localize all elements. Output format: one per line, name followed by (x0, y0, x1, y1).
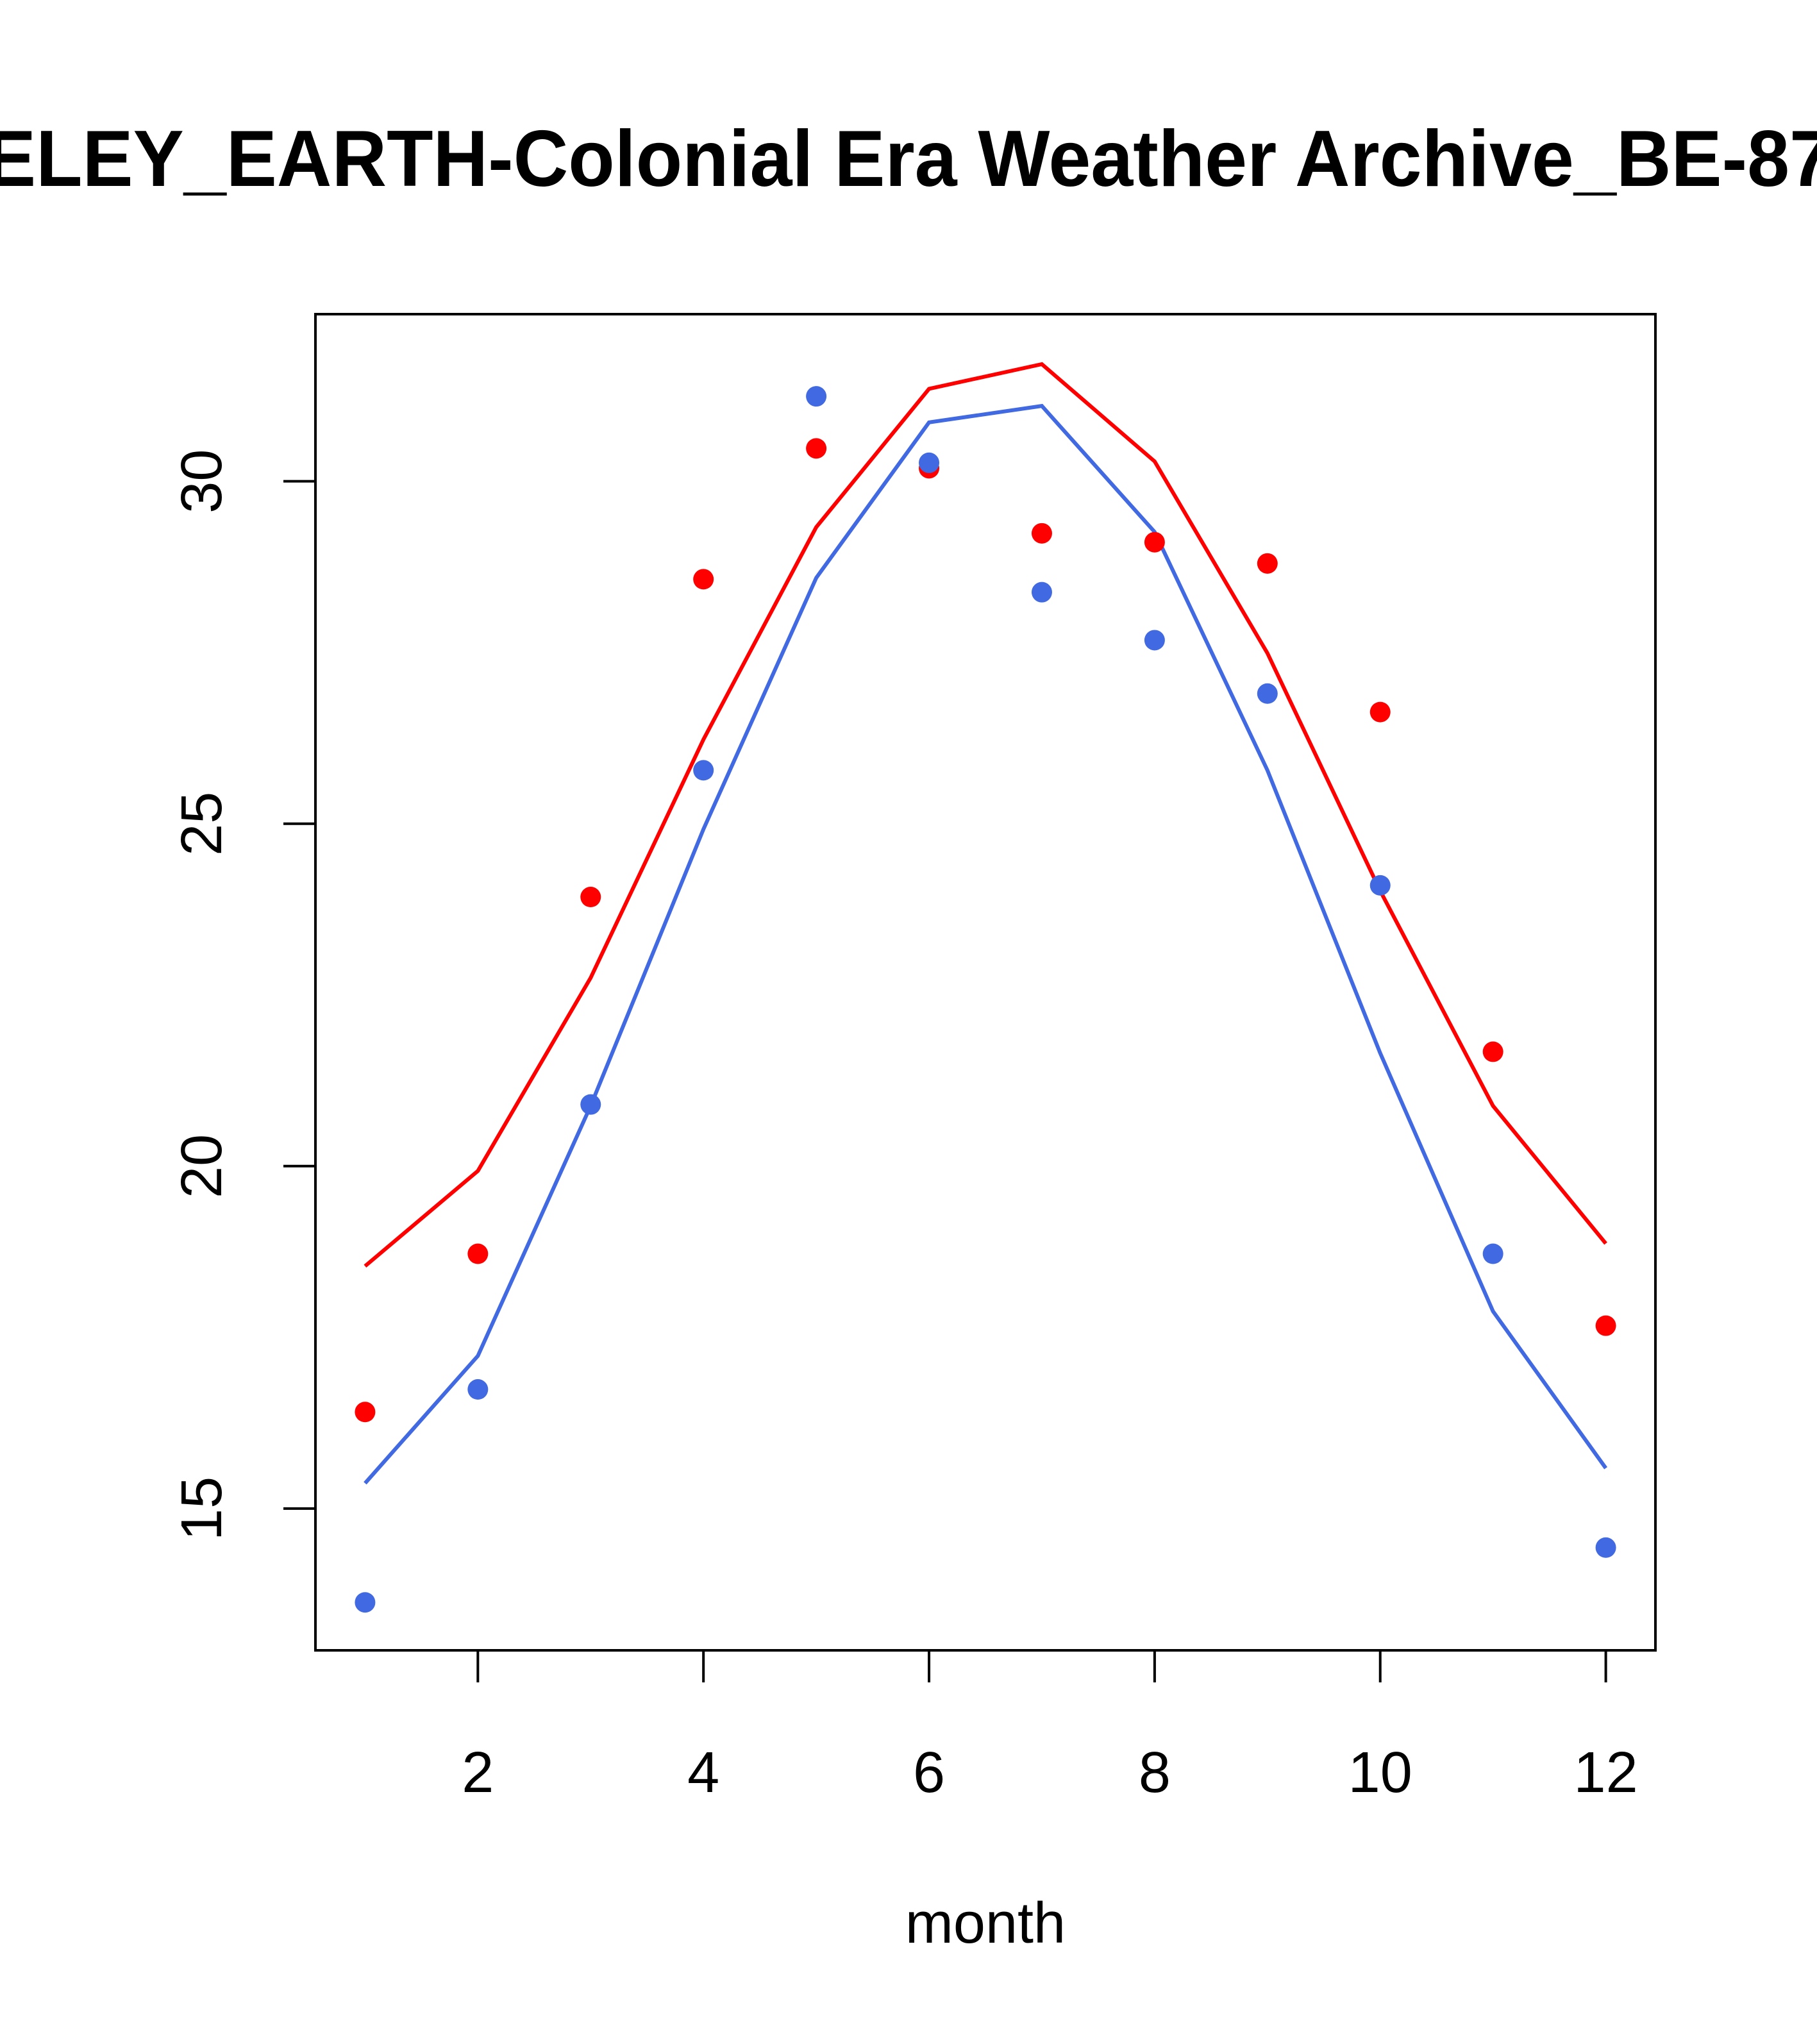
blue-points-point (1369, 875, 1391, 896)
x-tick-label: 2 (462, 1741, 494, 1805)
x-tick-label: 6 (913, 1741, 945, 1805)
red-points-point (1369, 701, 1391, 723)
blue-points-point (1257, 683, 1278, 704)
red-points-point (355, 1402, 376, 1423)
blue-points-point (467, 1379, 489, 1400)
blue-points-point (1595, 1537, 1616, 1558)
blue-points-point (1144, 630, 1165, 651)
blue-points-point (1482, 1243, 1503, 1264)
red-points-point (1257, 553, 1278, 574)
red-points-point (467, 1243, 489, 1264)
red-points-point (580, 887, 601, 908)
y-tick-label: 30 (170, 449, 234, 514)
y-tick-label: 25 (170, 792, 234, 856)
red-points-point (1031, 523, 1052, 544)
red-points-point (693, 569, 714, 590)
red-line (364, 362, 1607, 1268)
x-axis-label: month (905, 1891, 1066, 1956)
blue-points-point (919, 452, 940, 473)
blue-points-point (355, 1592, 376, 1613)
red-points-point (806, 438, 827, 459)
red-points-point (1482, 1041, 1503, 1062)
x-tick-label: 10 (1348, 1741, 1412, 1805)
x-tick-label: 4 (687, 1741, 719, 1805)
x-axis: 2 4 6 8 10 12 (462, 1649, 1638, 1805)
blue-line (364, 403, 1608, 1485)
blue-points-point (1031, 582, 1052, 603)
blue-points-point (580, 1094, 601, 1115)
y-axis: 15 20 25 30 (170, 449, 317, 1541)
plot-frame (314, 313, 1657, 1652)
series-layer (355, 362, 1616, 1613)
x-tick-label: 8 (1139, 1741, 1171, 1805)
x-tick-label: 12 (1574, 1741, 1638, 1805)
blue-points-point (693, 760, 714, 781)
red-points-point (1595, 1315, 1616, 1336)
chart-title: ELEY_EARTH-Colonial Era Weather Archive_… (0, 115, 1817, 203)
red-points-point (1144, 532, 1165, 553)
y-tick-label: 15 (170, 1477, 234, 1541)
y-tick-label: 20 (170, 1134, 234, 1198)
blue-points-point (806, 386, 827, 407)
